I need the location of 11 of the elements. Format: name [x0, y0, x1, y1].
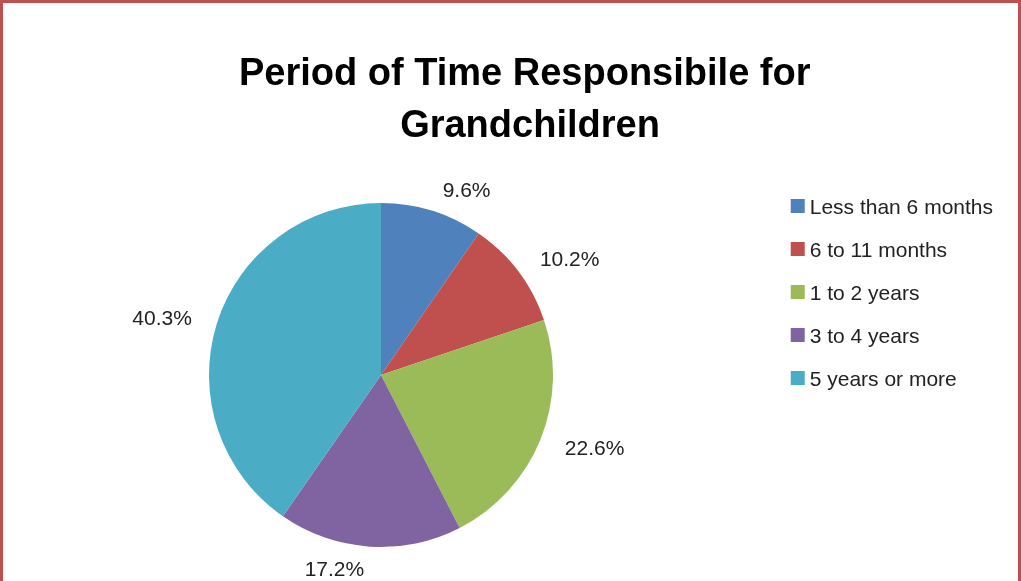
data-label: 17.2% — [304, 557, 365, 581]
legend-label: Less than 6 months — [809, 194, 993, 218]
legend-label: 1 to 2 years — [809, 280, 920, 304]
data-label: 9.6% — [442, 178, 491, 202]
legend-label: 5 years or more — [809, 366, 957, 390]
legend-label: 6 to 11 months — [809, 237, 948, 261]
data-label: 22.6% — [564, 436, 625, 460]
chart-title: Period of Time Responsibile for Grandchildren — [238, 51, 822, 145]
data-label: 40.3% — [132, 305, 192, 329]
legend-label: 3 to 4 years — [809, 323, 920, 347]
data-label: 10.2% — [539, 246, 600, 270]
